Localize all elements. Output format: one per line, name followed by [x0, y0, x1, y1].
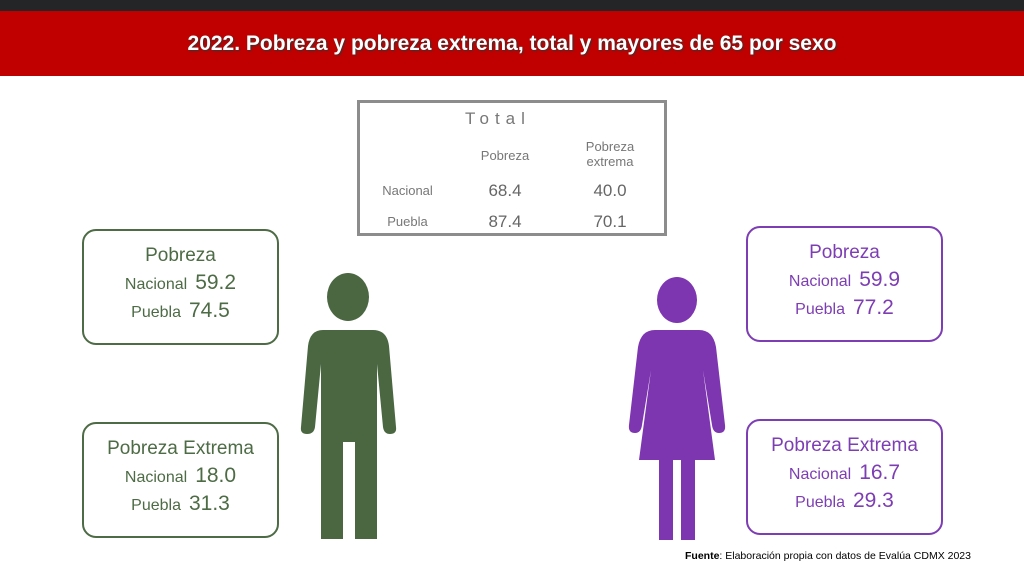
label: Puebla [131, 304, 181, 321]
box-title: Pobreza [809, 242, 880, 263]
value: 31.3 [188, 492, 230, 515]
row-label: Nacional [382, 183, 433, 198]
value: 59.9 [859, 268, 901, 291]
value: 77.2 [852, 296, 894, 319]
source-note: Fuente: Elaboración propia con datos de … [685, 550, 971, 562]
label: Nacional [788, 273, 852, 290]
men-extrema-box: Pobreza Extrema Nacional 18.0 Puebla 31.3 [82, 422, 279, 538]
row-label: Puebla [387, 214, 428, 229]
label: Puebla [795, 301, 845, 318]
value: 74.5 [188, 299, 230, 322]
value: 59.2 [195, 271, 237, 294]
value: 70.1 [593, 212, 627, 231]
top-bar [0, 0, 1024, 11]
table-title: Total [465, 109, 531, 128]
women-extrema-box: Pobreza Extrema Nacional 16.7 Puebla 29.3 [746, 419, 943, 535]
col-header-extrema: Pobreza extrema [585, 139, 635, 169]
label: Puebla [795, 494, 845, 511]
box-title: Pobreza [145, 245, 216, 266]
source-label: Fuente [685, 550, 720, 562]
label: Puebla [131, 497, 181, 514]
men-pobreza-box: Pobreza Nacional 59.2 Puebla 74.5 [82, 229, 279, 345]
women-pobreza-box: Pobreza Nacional 59.9 Puebla 77.2 [746, 226, 943, 342]
col-header-pobreza: Pobreza [480, 148, 530, 163]
man-icon [300, 273, 397, 539]
total-table: Total Pobreza Pobreza extrema Nacional 6… [357, 100, 667, 236]
value: 29.3 [852, 489, 894, 512]
value: 16.7 [859, 461, 901, 484]
value: 40.0 [593, 181, 627, 200]
label: Nacional [124, 276, 188, 293]
value: 68.4 [488, 181, 522, 200]
value: 87.4 [488, 212, 522, 231]
woman-icon [628, 277, 726, 540]
value: 18.0 [195, 464, 237, 487]
box-title: Pobreza Extrema [107, 438, 254, 459]
label: Nacional [124, 469, 188, 486]
page-title: 2022. Pobreza y pobreza extrema, total y… [187, 31, 837, 55]
box-title: Pobreza Extrema [771, 435, 918, 456]
title-banner: 2022. Pobreza y pobreza extrema, total y… [0, 11, 1024, 76]
label: Nacional [788, 466, 852, 483]
source-text: : Elaboración propia con datos de Evalúa… [719, 550, 971, 562]
